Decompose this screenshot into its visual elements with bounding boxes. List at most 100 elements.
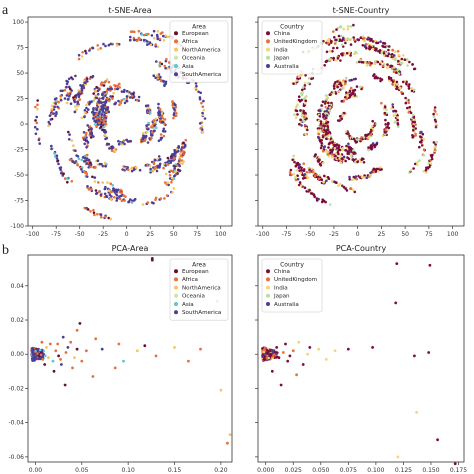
data-point: [368, 45, 371, 48]
data-point: [104, 94, 107, 97]
data-point: [322, 145, 326, 149]
data-point: [321, 100, 325, 103]
data-point: [308, 170, 311, 174]
data-point: [32, 357, 35, 361]
data-point: [327, 177, 331, 180]
x-tick-label: 0: [356, 231, 360, 238]
data-point: [396, 455, 400, 459]
data-point: [269, 352, 273, 356]
data-point: [357, 60, 361, 64]
data-point: [327, 101, 330, 105]
data-point: [332, 91, 336, 94]
data-point: [84, 51, 88, 55]
data-point: [107, 43, 111, 47]
data-point: [163, 64, 166, 68]
data-point: [61, 335, 65, 339]
data-point: [173, 167, 176, 170]
data-point: [338, 114, 342, 118]
data-point: [325, 109, 329, 113]
data-point: [334, 58, 337, 62]
data-point: [355, 85, 359, 88]
data-point: [409, 169, 413, 172]
data-point: [77, 157, 81, 161]
data-point: [407, 87, 411, 90]
data-point: [435, 112, 439, 116]
points-layer: [30, 257, 232, 445]
data-point: [39, 353, 43, 357]
legend-title: Country: [280, 262, 304, 269]
data-point: [393, 82, 397, 85]
data-point: [74, 105, 77, 108]
x-tick-label: 0.075: [340, 467, 357, 474]
data-point: [150, 125, 153, 129]
x-tick-label: 0.125: [395, 467, 412, 474]
data-point: [166, 181, 170, 184]
data-point: [299, 92, 303, 95]
data-point: [326, 42, 330, 45]
data-point: [308, 346, 312, 349]
data-point: [413, 118, 417, 122]
data-point: [129, 38, 132, 42]
data-point: [183, 143, 187, 147]
data-point: [94, 89, 97, 92]
data-point: [412, 128, 415, 132]
data-point: [126, 168, 130, 171]
legend-box: [261, 258, 323, 313]
data-point: [155, 60, 158, 63]
data-point: [324, 126, 328, 130]
data-point: [138, 168, 142, 172]
data-point: [386, 54, 390, 58]
data-point: [109, 42, 112, 46]
data-point: [313, 195, 317, 199]
data-point: [410, 122, 414, 126]
legend-marker: [174, 269, 178, 274]
data-point: [290, 173, 293, 177]
data-point: [147, 32, 150, 36]
data-point: [116, 189, 119, 192]
data-point: [410, 89, 414, 93]
data-point: [55, 157, 59, 160]
data-point: [36, 103, 39, 107]
data-point: [411, 63, 414, 66]
data-point: [176, 164, 179, 167]
x-tick-label: 0.050: [312, 467, 329, 474]
data-point: [322, 180, 325, 184]
data-point: [404, 101, 408, 105]
data-point: [48, 114, 52, 117]
data-point: [332, 56, 336, 60]
legend-marker: [266, 302, 270, 306]
data-point: [98, 110, 101, 114]
data-point: [327, 146, 330, 149]
data-point: [324, 358, 328, 361]
data-point: [319, 120, 323, 123]
data-point: [380, 51, 384, 55]
data-point: [144, 32, 148, 36]
legend-marker: [174, 310, 178, 315]
data-point: [151, 122, 155, 126]
data-point: [66, 177, 69, 180]
data-point: [436, 438, 439, 442]
legend-label: SouthAmerica: [182, 72, 221, 78]
data-point: [201, 111, 204, 115]
data-point: [349, 86, 353, 90]
data-point: [65, 101, 69, 105]
data-point: [202, 99, 205, 103]
data-point: [379, 77, 382, 80]
data-point: [295, 79, 299, 82]
data-point: [199, 347, 202, 351]
data-point: [327, 142, 331, 146]
data-point: [141, 203, 145, 206]
data-point: [325, 114, 329, 117]
data-point: [43, 363, 47, 366]
data-point: [92, 208, 95, 212]
data-point: [294, 175, 298, 179]
data-point: [148, 41, 152, 44]
data-point: [379, 61, 383, 64]
data-point: [171, 191, 174, 194]
data-point: [420, 139, 424, 142]
y-tick-label: -0.04: [8, 420, 24, 427]
data-point: [122, 97, 126, 101]
data-point: [57, 354, 60, 358]
data-point: [150, 136, 153, 139]
data-point: [374, 143, 377, 147]
